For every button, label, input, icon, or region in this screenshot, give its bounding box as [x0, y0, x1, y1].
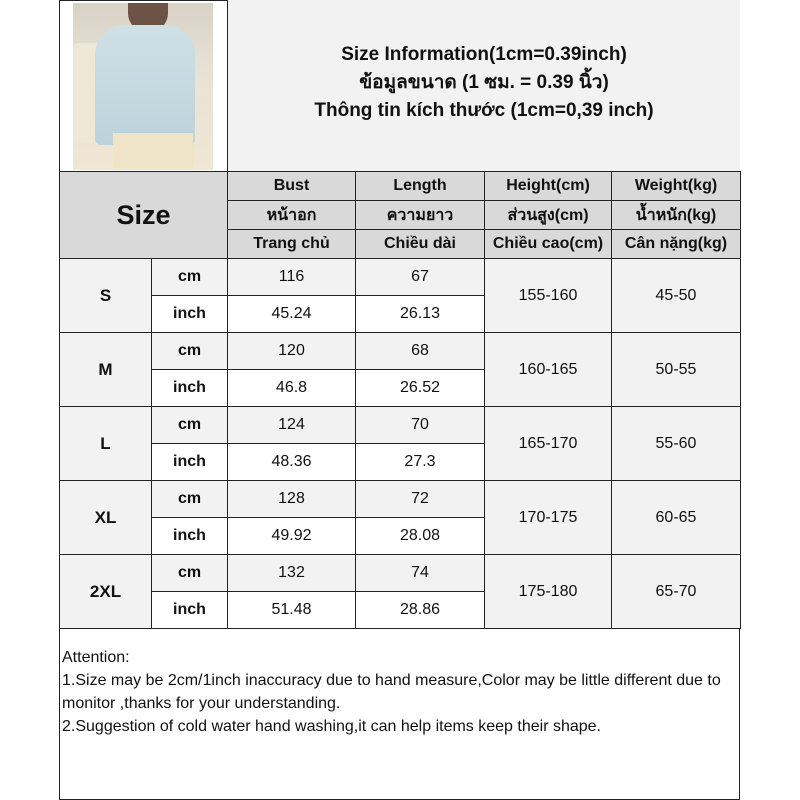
unit-cm: cm [151, 406, 228, 444]
col-bust: Bust [227, 171, 356, 201]
header-row-vi: Trang chủ Chiều dài Chiều cao(cm) Cân nặ… [60, 229, 741, 259]
unit-cm: cm [151, 554, 228, 592]
length-cm: 74 [355, 554, 485, 592]
size-row-inch: inch 48.36 27.3 [60, 443, 741, 481]
weight-range: 65-70 [611, 554, 741, 629]
bust-cm: 116 [227, 258, 356, 296]
length-cm: 70 [355, 406, 485, 444]
col-height-th: ส่วนสูง(cm) [484, 200, 612, 230]
col-height-vi: Chiều cao(cm) [484, 229, 612, 259]
length-inch: 26.13 [355, 295, 485, 333]
bust-inch: 46.8 [227, 369, 356, 407]
length-cm: 68 [355, 332, 485, 370]
attention-line-1: 1.Size may be 2cm/1inch inaccuracy due t… [62, 672, 721, 712]
product-photo [73, 3, 213, 170]
unit-inch: inch [151, 591, 228, 629]
col-length-th: ความยาว [355, 200, 485, 230]
title-vi: Thông tin kích thước (1cm=0,39 inch) [314, 99, 654, 121]
size-header: Size [59, 171, 228, 259]
size-table: Size Bust Length Height(cm) Weight(kg) ห… [59, 171, 741, 629]
attention-notes: Attention: 1.Size may be 2cm/1inch inacc… [62, 646, 732, 738]
length-cm: 67 [355, 258, 485, 296]
header-row-en: Size Bust Length Height(cm) Weight(kg) [59, 171, 741, 259]
col-bust-vi: Trang chủ [227, 229, 356, 259]
height-range: 175-180 [484, 554, 612, 629]
col-weight: Weight(kg) [611, 171, 741, 201]
length-inch: 27.3 [355, 443, 485, 481]
unit-inch: inch [151, 443, 228, 481]
attention-line-2: 2.Suggestion of cold water hand washing,… [62, 718, 601, 735]
height-range: 170-175 [484, 480, 612, 555]
unit-inch: inch [151, 517, 228, 555]
height-range: 160-165 [484, 332, 612, 407]
photo-shirt [95, 25, 195, 145]
bust-cm: 132 [227, 554, 356, 592]
bust-cm: 120 [227, 332, 356, 370]
weight-range: 60-65 [611, 480, 741, 555]
size-row-inch: inch 51.48 28.86 [60, 591, 741, 629]
col-length-vi: Chiều dài [355, 229, 485, 259]
length-inch: 28.86 [355, 591, 485, 629]
col-length: Length [355, 171, 485, 201]
unit-cm: cm [151, 332, 228, 370]
unit-inch: inch [151, 295, 228, 333]
size-label: S [59, 258, 152, 333]
weight-range: 50-55 [611, 332, 741, 407]
size-label: XL [59, 480, 152, 555]
bust-inch: 49.92 [227, 517, 356, 555]
length-inch: 28.08 [355, 517, 485, 555]
size-label: L [59, 406, 152, 481]
unit-cm: cm [151, 258, 228, 296]
size-row-inch: inch 49.92 28.08 [60, 517, 741, 555]
col-bust-th: หน้าอก [227, 200, 356, 230]
photo-skirt [113, 133, 193, 170]
col-weight-th: น้ำหนัก(kg) [611, 200, 741, 230]
bust-inch: 51.48 [227, 591, 356, 629]
title-en: Size Information(1cm=0.39inch) [341, 43, 627, 65]
unit-cm: cm [151, 480, 228, 518]
height-range: 165-170 [484, 406, 612, 481]
col-height: Height(cm) [484, 171, 612, 201]
length-inch: 26.52 [355, 369, 485, 407]
size-row-cm: 2XL cm 132 74 175-180 65-70 [59, 554, 741, 629]
weight-range: 45-50 [611, 258, 741, 333]
bust-inch: 48.36 [227, 443, 356, 481]
bust-inch: 45.24 [227, 295, 356, 333]
size-row-inch: inch 45.24 26.13 [60, 295, 741, 333]
height-range: 155-160 [484, 258, 612, 333]
bust-cm: 124 [227, 406, 356, 444]
weight-range: 55-60 [611, 406, 741, 481]
size-label: 2XL [59, 554, 152, 629]
unit-inch: inch [151, 369, 228, 407]
length-cm: 72 [355, 480, 485, 518]
bust-cm: 128 [227, 480, 356, 518]
attention-heading: Attention: [62, 649, 130, 666]
title-th: ข้อมูลขนาด (1 ซม. = 0.39 นิ้ว) [359, 71, 609, 93]
col-weight-vi: Cân nặng(kg) [611, 229, 741, 259]
size-label: M [59, 332, 152, 407]
size-info-header: Size Information(1cm=0.39inch) ข้อมูลขนา… [227, 0, 740, 171]
size-row-cm: XL cm 128 72 170-175 60-65 [59, 480, 741, 555]
